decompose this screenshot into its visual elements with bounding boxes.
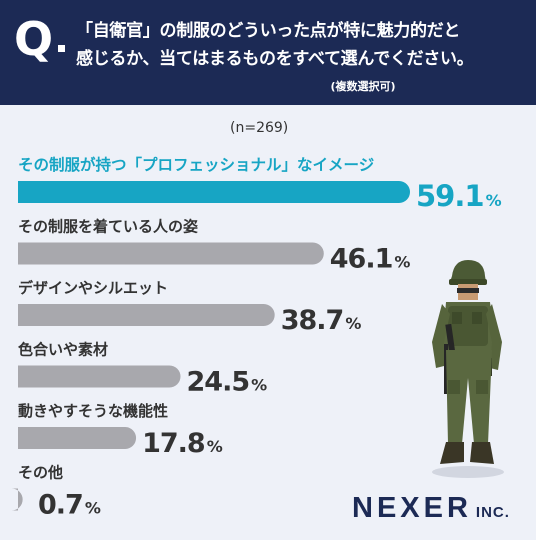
bar-2 [18, 304, 275, 326]
bar-1 [18, 242, 324, 265]
value-label-1: 46.1 [330, 244, 393, 275]
question-text-line2: 感じるか、当てはまるものをすべて選んでください。 [76, 49, 474, 69]
category-label-1: その制服を着ている人の姿 [18, 218, 198, 236]
question-dot [58, 45, 65, 52]
nexer-logo: NEXER INC. [352, 492, 510, 525]
sample-size: (n=269) [230, 120, 289, 136]
question-header: Q 「自衛官」の制服のどういった点が特に魅力的だと 感じるか、当てはまるものをす… [0, 0, 536, 105]
category-label-5: その他 [18, 464, 63, 482]
value-label-5: 0.7 [38, 490, 83, 521]
logo-sub-text: INC. [475, 504, 510, 521]
soldier-illustration [432, 260, 504, 478]
category-label-4: 動きやすそうな機能性 [18, 402, 168, 420]
logo-main-text: NEXER [352, 492, 472, 524]
category-label-3: 色合いや素材 [18, 341, 108, 359]
value-unit-1: % [394, 253, 410, 272]
bar-3 [18, 365, 181, 388]
value-unit-3: % [251, 376, 267, 395]
value-unit-4: % [207, 437, 223, 456]
bar-4 [18, 427, 137, 449]
question-mark: Q [14, 12, 53, 66]
category-label-0: その制服が持つ「プロフェッショナル」なイメージ [18, 155, 375, 174]
question-text-line1: 「自衛官」の制服のどういった点が特に魅力的だと [76, 21, 461, 41]
bar-0 [18, 181, 410, 203]
category-label-2: デザインやシルエット [18, 279, 168, 297]
question-note: (複数選択可) [330, 80, 396, 93]
bar-5 [11, 488, 23, 511]
value-label-3: 24.5 [187, 367, 250, 398]
value-unit-0: % [486, 191, 502, 210]
value-label-2: 38.7 [281, 305, 344, 336]
value-label-4: 17.8 [142, 428, 205, 459]
value-unit-2: % [345, 314, 361, 333]
value-label-0: 59.1 [416, 179, 484, 213]
value-unit-5: % [85, 499, 101, 518]
